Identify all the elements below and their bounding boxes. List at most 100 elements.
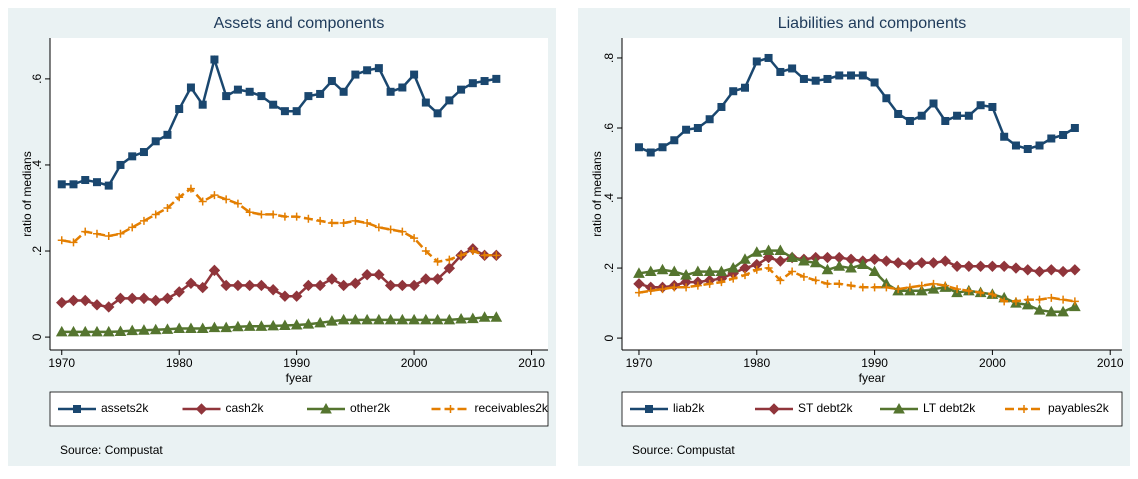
marker [56,296,68,309]
marker [858,283,867,292]
marker [210,191,219,200]
marker [788,64,797,73]
marker [102,325,115,337]
marker [186,184,195,193]
marker [951,260,963,273]
marker [752,57,761,66]
legend-marker [446,405,455,413]
marker [373,268,385,281]
marker [1045,305,1058,317]
marker [821,251,834,264]
marker [668,265,681,277]
marker [858,71,867,80]
marker [788,267,797,276]
marker [762,244,775,256]
legend-label: LT debt2k [923,401,976,415]
marker [243,279,256,292]
marker [870,78,879,87]
marker [327,77,336,86]
y-tick-label: .4 [30,160,44,170]
marker [279,290,291,302]
marker [729,87,738,96]
marker [964,286,973,295]
marker [727,262,740,273]
marker [856,258,869,270]
marker [69,238,78,247]
legend-label: payables2k [1048,401,1110,415]
marker [941,281,950,290]
marker [339,219,348,228]
marker [646,148,655,157]
marker [776,276,785,285]
marker [811,76,820,85]
marker [351,216,360,225]
marker [175,193,184,202]
marker [868,253,881,266]
marker [764,53,773,62]
y-tick-label: 0 [602,334,616,341]
marker [894,285,903,294]
marker [1035,141,1044,150]
marker [186,83,195,92]
marker [443,313,456,325]
marker [431,313,444,325]
marker [421,98,430,107]
marker [1069,264,1081,276]
marker [290,290,303,302]
legend-marker [320,402,332,414]
marker [267,284,279,296]
marker [739,253,751,264]
marker [173,286,185,298]
marker [208,264,221,277]
marker [161,323,174,334]
x-tick-label: 1990 [283,356,310,370]
marker [988,102,997,111]
marker [150,294,162,307]
marker [374,223,383,232]
marker [705,115,714,124]
legend-label: other2k [350,401,391,415]
marker [835,279,844,288]
marker [337,313,350,325]
legend-marker [195,403,208,415]
marker [257,210,266,219]
marker [198,100,207,109]
marker [750,246,763,257]
marker [927,257,940,269]
marker [316,216,325,225]
marker [917,281,926,290]
marker [104,231,113,240]
chart-title: Liabilities and components [778,15,967,32]
marker [302,279,315,292]
marker [646,286,655,295]
marker [1011,297,1020,306]
marker [280,107,289,116]
marker [267,319,280,331]
marker [233,199,242,208]
marker [634,143,643,152]
marker [128,223,137,232]
y-axis-label: ratio of medians [20,151,34,236]
marker [1033,304,1046,315]
marker [138,292,150,305]
marker [682,283,691,292]
marker [421,247,430,256]
marker [1010,262,1022,274]
marker [243,320,256,331]
marker [339,87,348,96]
marker [408,279,420,292]
marker [847,281,856,290]
marker [1070,297,1079,306]
marker [57,236,66,245]
marker [431,273,444,285]
marker [670,136,679,145]
marker [196,322,209,333]
marker [799,272,808,281]
marker [868,265,881,277]
legend-marker [645,405,653,413]
marker [196,281,209,294]
marker [198,197,207,206]
marker [644,265,657,277]
marker [91,325,103,337]
marker [762,251,775,264]
